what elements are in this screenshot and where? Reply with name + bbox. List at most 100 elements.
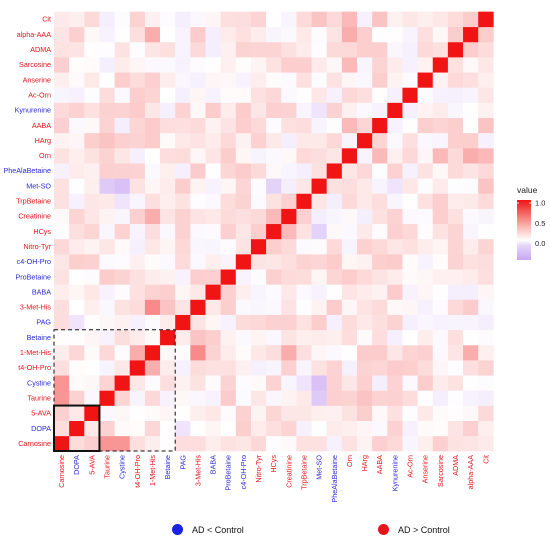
heatmap-cell [69, 102, 85, 118]
heatmap-cell [281, 405, 297, 421]
y-tick-label: Kynurenine [15, 106, 51, 115]
heatmap-cell [402, 102, 418, 118]
heatmap-cell [463, 178, 479, 194]
heatmap-cell [432, 405, 449, 421]
heatmap-cell [266, 299, 282, 315]
heatmap-cell [402, 269, 418, 285]
heatmap-cell [250, 193, 267, 209]
heatmap-cell [357, 299, 373, 315]
heatmap-cell [190, 390, 206, 406]
heatmap-cell [447, 299, 464, 315]
y-tick-label: Betaine [27, 333, 51, 342]
heatmap-cell [447, 57, 464, 73]
x-tick-label: TrpBetaine [299, 455, 308, 490]
heatmap-cell [341, 72, 358, 88]
heatmap-cell [311, 57, 327, 73]
heatmap-cell [266, 72, 282, 88]
diagonal-cell [220, 269, 237, 285]
x-tick-label: Cystine [118, 455, 127, 479]
heatmap-cell [387, 344, 403, 361]
heatmap-cell [357, 57, 373, 73]
heatmap-cell [54, 329, 70, 346]
x-tick-label: DOPA [72, 455, 81, 475]
heatmap-cell [114, 269, 131, 285]
heatmap-cell [144, 360, 161, 376]
heatmap-cell [463, 208, 479, 225]
heatmap-cell [387, 132, 403, 149]
heatmap-cell [99, 360, 115, 376]
heatmap-cell [175, 360, 191, 376]
heatmap-cell [478, 26, 494, 43]
heatmap-cell [266, 208, 282, 225]
heatmap-cell [250, 299, 267, 315]
heatmap-cell [160, 193, 176, 209]
legend-item-decrease: AD < Control [172, 524, 244, 535]
heatmap-cell [129, 178, 146, 194]
heatmap-cell [341, 117, 358, 134]
y-tick-label: Taurine [27, 393, 51, 402]
heatmap-cell [478, 344, 494, 361]
heatmap-cell [447, 390, 464, 406]
heatmap-cell [432, 314, 449, 331]
heatmap-cell [432, 329, 449, 346]
heatmap-cell [99, 284, 115, 300]
heatmap-cell [175, 87, 191, 103]
dashed-highlight-box [53, 329, 176, 452]
heatmap-cell [160, 269, 176, 285]
heatmap-cell [114, 390, 131, 406]
heatmap-cell [220, 72, 237, 88]
heatmap-cell [478, 193, 494, 209]
heatmap-cell [341, 41, 358, 58]
heatmap-cell [372, 360, 388, 376]
heatmap-cell [54, 375, 70, 391]
heatmap-cell [463, 375, 479, 391]
heatmap-cell [99, 344, 115, 361]
heatmap-cell [205, 102, 221, 118]
y-tick-label: Nitro-Tyr [23, 242, 51, 251]
heatmap-cell [447, 375, 464, 391]
heatmap-cell [84, 208, 100, 225]
heatmap-cell [160, 344, 176, 361]
heatmap-cell [144, 117, 161, 134]
heatmap-cell [387, 163, 403, 179]
heatmap-cell [84, 57, 100, 73]
heatmap-cell [99, 223, 115, 240]
heatmap-cell [250, 117, 267, 134]
heatmap-cell [144, 435, 161, 452]
heatmap-cell [281, 41, 297, 58]
heatmap-cell [417, 420, 434, 437]
heatmap-cell [250, 208, 267, 225]
heatmap-cell [250, 178, 267, 194]
heatmap-cell [220, 329, 237, 346]
heatmap-cell [160, 314, 176, 331]
heatmap-cell [220, 390, 237, 406]
heatmap-cell [99, 163, 115, 179]
heatmap-cell [54, 41, 70, 58]
heatmap-cell [190, 148, 206, 164]
heatmap-cell [417, 284, 434, 300]
heatmap-cell [357, 284, 373, 300]
heatmap-cell [220, 57, 237, 73]
heatmap-cell [387, 193, 403, 209]
heatmap-cell [220, 26, 237, 43]
heatmap-cell [84, 87, 100, 103]
heatmap-cell [235, 390, 252, 406]
heatmap-cell [341, 360, 358, 376]
diagonal-cell [326, 163, 343, 179]
heatmap-cell [144, 57, 161, 73]
heatmap-cell [311, 87, 327, 103]
heatmap-cell [54, 178, 70, 194]
heatmap-cell [69, 148, 85, 164]
heatmap-cell [311, 208, 327, 225]
heatmap-cell [296, 11, 312, 28]
heatmap-cell [54, 344, 70, 361]
heatmap-cell [190, 329, 206, 346]
heatmap-cell [99, 314, 115, 331]
heatmap-cell [387, 87, 403, 103]
heatmap-cell [311, 299, 327, 315]
heatmap-cell [84, 11, 100, 28]
heatmap-cell [160, 405, 176, 421]
heatmap-cell [99, 208, 115, 225]
heatmap-cell [175, 208, 191, 225]
heatmap-cell [447, 193, 464, 209]
